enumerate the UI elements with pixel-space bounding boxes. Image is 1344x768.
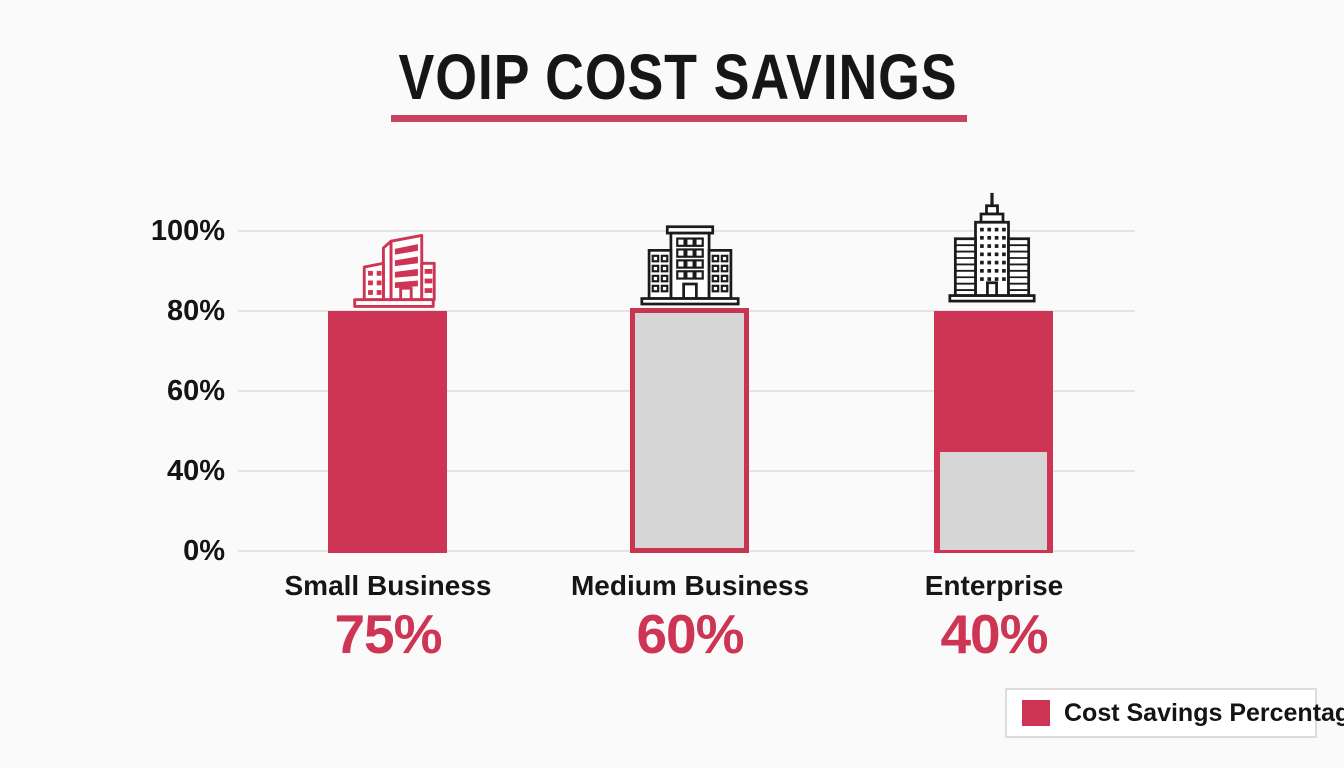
small-office-building-icon — [347, 228, 439, 315]
ytick-0: 0% — [183, 535, 225, 567]
ytick-40: 40% — [166, 455, 225, 487]
bar-medium-business — [630, 308, 749, 553]
bar-small-business — [328, 311, 447, 553]
category-label-small-business: Small Business — [284, 570, 492, 601]
title-underline — [391, 115, 967, 122]
skyscraper-icon — [948, 186, 1036, 313]
value-label-small-business: 75% — [334, 603, 442, 665]
legend: Cost Savings Percentage — [1005, 688, 1344, 738]
ytick-100: 100% — [150, 215, 225, 247]
mid-rise-building-icon — [640, 220, 740, 313]
ytick-80: 80% — [166, 295, 225, 327]
bar-enterprise — [934, 311, 1053, 553]
category-label-enterprise: Enterprise — [924, 570, 1064, 601]
category-label-medium-business: Medium Business — [570, 570, 810, 601]
legend-label: Cost Savings Percentage — [1064, 698, 1344, 727]
value-label-enterprise: 40% — [940, 603, 1048, 665]
bar-enterprise-gray-segment — [940, 452, 1047, 550]
page-title: VOIP COST SAVINGS — [398, 41, 958, 113]
value-label-medium-business: 60% — [636, 603, 744, 665]
ytick-60: 60% — [166, 375, 225, 407]
legend-swatch — [1022, 700, 1050, 726]
